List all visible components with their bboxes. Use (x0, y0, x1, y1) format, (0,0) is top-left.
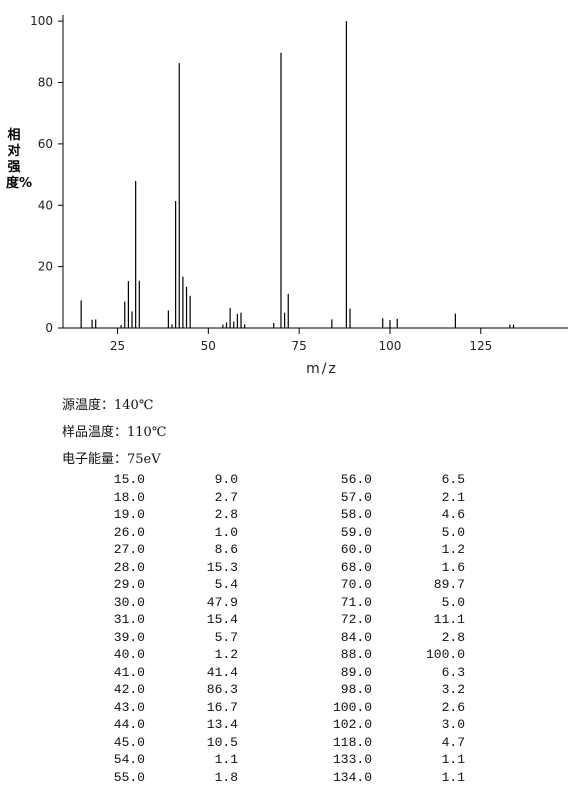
mz-cell: 70.0 (340, 577, 372, 592)
intensity-cell: 10.5 (206, 734, 238, 750)
intensity-cell: 4.7 (441, 734, 465, 750)
intensity-cell: 2.8 (214, 507, 238, 522)
intensity-cell: 6.5 (441, 472, 465, 487)
y-axis-label: 相对强度% (6, 128, 33, 191)
mz-cell: 45.0 (113, 734, 145, 750)
mz-cell: 59.0 (340, 524, 372, 540)
intensity-cell: 2.1 (441, 489, 465, 505)
intensity-cell: 3.0 (441, 717, 465, 732)
mz-cell: 60.0 (340, 542, 372, 557)
mz-cell: 54.0 (113, 752, 145, 767)
mz-cell: 100.0 (332, 699, 372, 715)
x-tick-label: 125 (469, 339, 492, 353)
mz-cell: 27.0 (113, 542, 145, 557)
intensity-cell: 1.2 (441, 542, 465, 557)
x-tick-label: 25 (110, 339, 125, 353)
intensity-cell: 47.9 (206, 594, 238, 610)
mz-cell: 28.0 (113, 559, 145, 575)
mz-cell: 43.0 (113, 699, 145, 715)
chart: m/z 0 20 40 60 80 100 25 50 75 100 125 (30, 14, 568, 377)
mz-cell: 89.0 (340, 664, 372, 680)
mz-cell: 31.0 (113, 612, 145, 627)
intensity-cell: 1.1 (441, 769, 465, 785)
mz-cell: 88.0 (340, 647, 372, 662)
mz-cell: 42.0 (113, 682, 145, 697)
intensity-cell: 4.6 (441, 507, 465, 522)
intensity-cell: 1.1 (214, 752, 238, 767)
mz-cell: 134.0 (332, 769, 372, 785)
mz-cell: 40.0 (113, 647, 145, 662)
mz-cell: 18.0 (113, 489, 145, 505)
mz-cell: 30.0 (113, 594, 145, 610)
y-tick-label: 40 (38, 198, 53, 212)
y-tick-label: 100 (30, 14, 53, 28)
intensity-cell: 86.3 (206, 682, 238, 697)
mz-cell: 72.0 (340, 612, 372, 627)
x-axis-label: m/z (306, 361, 338, 377)
intensity-cell: 9.0 (214, 472, 238, 487)
condition: 源温度：140℃ (62, 398, 154, 413)
intensity-cell: 2.7 (214, 489, 238, 505)
intensity-cell: 1.6 (441, 559, 465, 575)
mz-cell: 57.0 (340, 489, 372, 505)
intensity-cell: 5.0 (441, 524, 465, 540)
mz-cell: 68.0 (340, 559, 372, 575)
intensity-cell: 100.0 (425, 647, 465, 662)
intensity-cell: 8.6 (214, 542, 238, 557)
mz-cell: 133.0 (332, 752, 372, 767)
intensity-cell: 2.6 (441, 699, 465, 715)
intensity-cell: 1.8 (214, 769, 238, 785)
intensity-cell: 3.2 (441, 682, 465, 697)
mz-cell: 44.0 (113, 717, 145, 732)
mz-cell: 26.0 (113, 524, 145, 540)
y-tick-label: 0 (45, 321, 53, 335)
mz-cell: 118.0 (332, 734, 372, 750)
intensity-cell: 5.0 (441, 594, 465, 610)
intensity-cell: 5.4 (214, 577, 238, 592)
mz-cell: 55.0 (113, 769, 145, 785)
intensity-cell: 41.4 (206, 664, 238, 680)
y-tick-label: 60 (38, 137, 53, 151)
x-tick-label: 100 (379, 339, 402, 353)
y-tick-label: 80 (38, 76, 53, 90)
condition: 电子能量：75eV (62, 452, 161, 467)
mz-cell: 19.0 (113, 507, 145, 522)
mz-cell: 84.0 (340, 629, 372, 645)
intensity-cell: 13.4 (206, 717, 238, 732)
intensity-cell: 1.1 (441, 752, 465, 767)
mz-cell: 41.0 (113, 664, 145, 680)
intensity-cell: 16.7 (206, 699, 238, 715)
intensity-cell: 11.1 (433, 612, 465, 627)
intensity-cell: 1.0 (214, 524, 238, 540)
intensity-cell: 15.3 (206, 559, 238, 575)
mz-cell: 29.0 (113, 577, 145, 592)
mz-cell: 71.0 (340, 594, 372, 610)
intensity-cell: 1.2 (214, 647, 238, 662)
mz-cell: 102.0 (332, 717, 372, 732)
mz-cell: 98.0 (340, 682, 372, 697)
intensity-cell: 5.7 (214, 629, 238, 645)
x-tick-label: 50 (201, 339, 216, 353)
x-tick-label: 75 (292, 339, 307, 353)
mz-cell: 58.0 (340, 507, 372, 522)
mz-cell: 15.0 (113, 472, 145, 487)
intensity-cell: 6.3 (441, 664, 465, 680)
intensity-cell: 89.7 (433, 577, 465, 592)
condition: 样品温度：110℃ (62, 425, 167, 440)
mz-cell: 56.0 (340, 472, 372, 487)
mz-cell: 39.0 (113, 629, 145, 645)
intensity-cell: 2.8 (441, 629, 465, 645)
intensity-cell: 15.4 (206, 612, 238, 627)
y-tick-label: 20 (38, 260, 53, 274)
